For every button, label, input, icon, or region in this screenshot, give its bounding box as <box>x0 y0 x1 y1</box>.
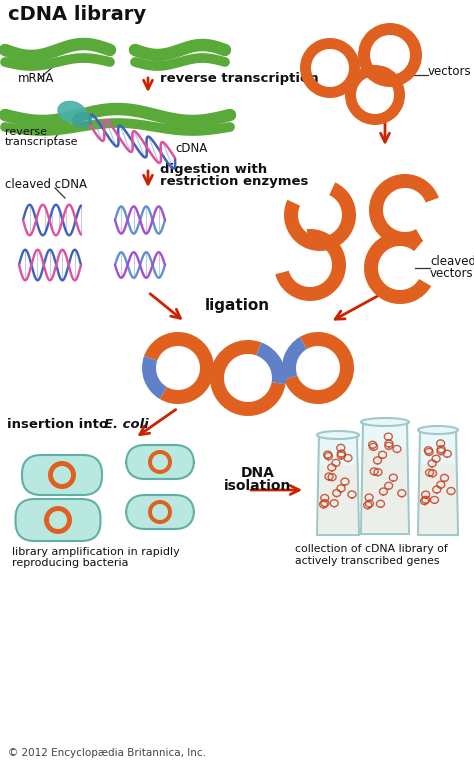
Polygon shape <box>361 422 409 534</box>
Ellipse shape <box>72 112 92 128</box>
Wedge shape <box>256 343 286 384</box>
Ellipse shape <box>317 431 359 439</box>
Ellipse shape <box>361 418 409 426</box>
Text: mRNA: mRNA <box>18 72 55 85</box>
Wedge shape <box>48 461 76 489</box>
Text: transcriptase: transcriptase <box>5 137 79 147</box>
Text: vectors: vectors <box>428 65 472 78</box>
Wedge shape <box>369 174 439 246</box>
Polygon shape <box>317 435 359 535</box>
FancyBboxPatch shape <box>16 499 100 541</box>
Wedge shape <box>358 23 422 87</box>
Text: ligation: ligation <box>204 298 270 313</box>
Wedge shape <box>284 332 354 404</box>
FancyBboxPatch shape <box>126 445 194 479</box>
Polygon shape <box>362 448 408 532</box>
Text: reverse: reverse <box>5 127 47 137</box>
FancyBboxPatch shape <box>22 455 102 495</box>
Polygon shape <box>419 464 457 533</box>
Wedge shape <box>345 65 405 125</box>
Text: library amplification in rapidly: library amplification in rapidly <box>12 547 180 557</box>
Text: cDNA library: cDNA library <box>8 5 146 24</box>
Wedge shape <box>282 337 307 380</box>
Wedge shape <box>284 182 356 251</box>
Text: © 2012 Encyclopædia Britannica, Inc.: © 2012 Encyclopædia Britannica, Inc. <box>8 748 206 758</box>
Wedge shape <box>364 232 431 304</box>
Text: DNA: DNA <box>241 466 275 480</box>
Wedge shape <box>144 332 214 404</box>
Ellipse shape <box>57 101 87 123</box>
Text: E. coli: E. coli <box>104 418 149 431</box>
Text: reproducing bacteria: reproducing bacteria <box>12 558 128 568</box>
Text: cleaved cDNA: cleaved cDNA <box>5 178 87 191</box>
Wedge shape <box>142 356 167 399</box>
Text: actively transcribed genes: actively transcribed genes <box>295 556 439 566</box>
Ellipse shape <box>418 426 458 434</box>
Wedge shape <box>300 38 360 98</box>
Wedge shape <box>44 506 72 534</box>
Text: cDNA: cDNA <box>175 142 207 155</box>
Wedge shape <box>148 450 172 474</box>
Text: reverse transcription: reverse transcription <box>160 72 319 85</box>
Text: isolation: isolation <box>224 479 292 493</box>
Wedge shape <box>275 229 346 301</box>
Text: collection of cDNA library of: collection of cDNA library of <box>295 544 448 554</box>
Polygon shape <box>418 430 458 535</box>
Text: digestion with: digestion with <box>160 163 267 176</box>
Wedge shape <box>148 500 172 524</box>
Wedge shape <box>210 340 285 416</box>
Text: restriction enzymes: restriction enzymes <box>160 175 309 188</box>
Text: insertion into: insertion into <box>7 418 113 431</box>
Text: vectors: vectors <box>430 267 474 280</box>
Polygon shape <box>318 465 358 533</box>
FancyBboxPatch shape <box>126 495 194 529</box>
Text: cleaved: cleaved <box>430 255 474 268</box>
